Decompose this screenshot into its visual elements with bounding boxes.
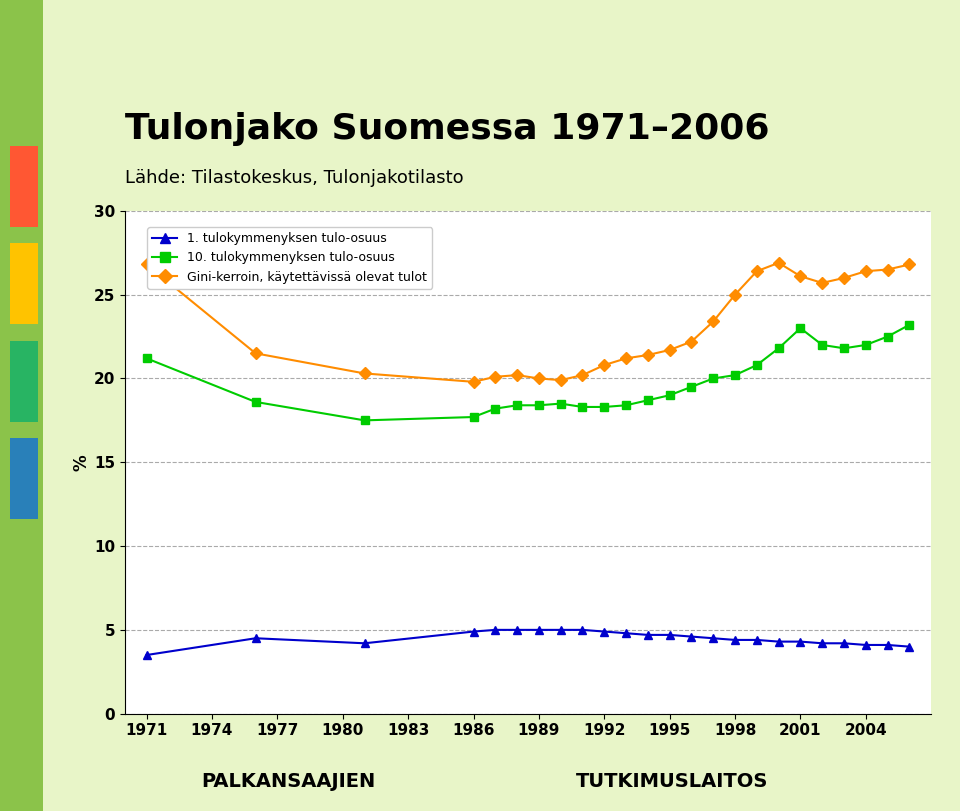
Text: Lähde: Tilastokeskus, Tulonjakotilasto: Lähde: Tilastokeskus, Tulonjakotilasto — [125, 169, 464, 187]
Legend: 1. tulokymmenyksen tulo-osuus, 10. tulokymmenyksen tulo-osuus, Gini-kerroin, käy: 1. tulokymmenyksen tulo-osuus, 10. tulok… — [147, 227, 432, 289]
Text: TUTKIMUSLAITOS: TUTKIMUSLAITOS — [576, 772, 768, 791]
Y-axis label: %: % — [73, 454, 91, 470]
Text: PALKANSAAJIEN: PALKANSAAJIEN — [201, 772, 375, 791]
Text: Tulonjako Suomessa 1971–2006: Tulonjako Suomessa 1971–2006 — [125, 112, 769, 146]
